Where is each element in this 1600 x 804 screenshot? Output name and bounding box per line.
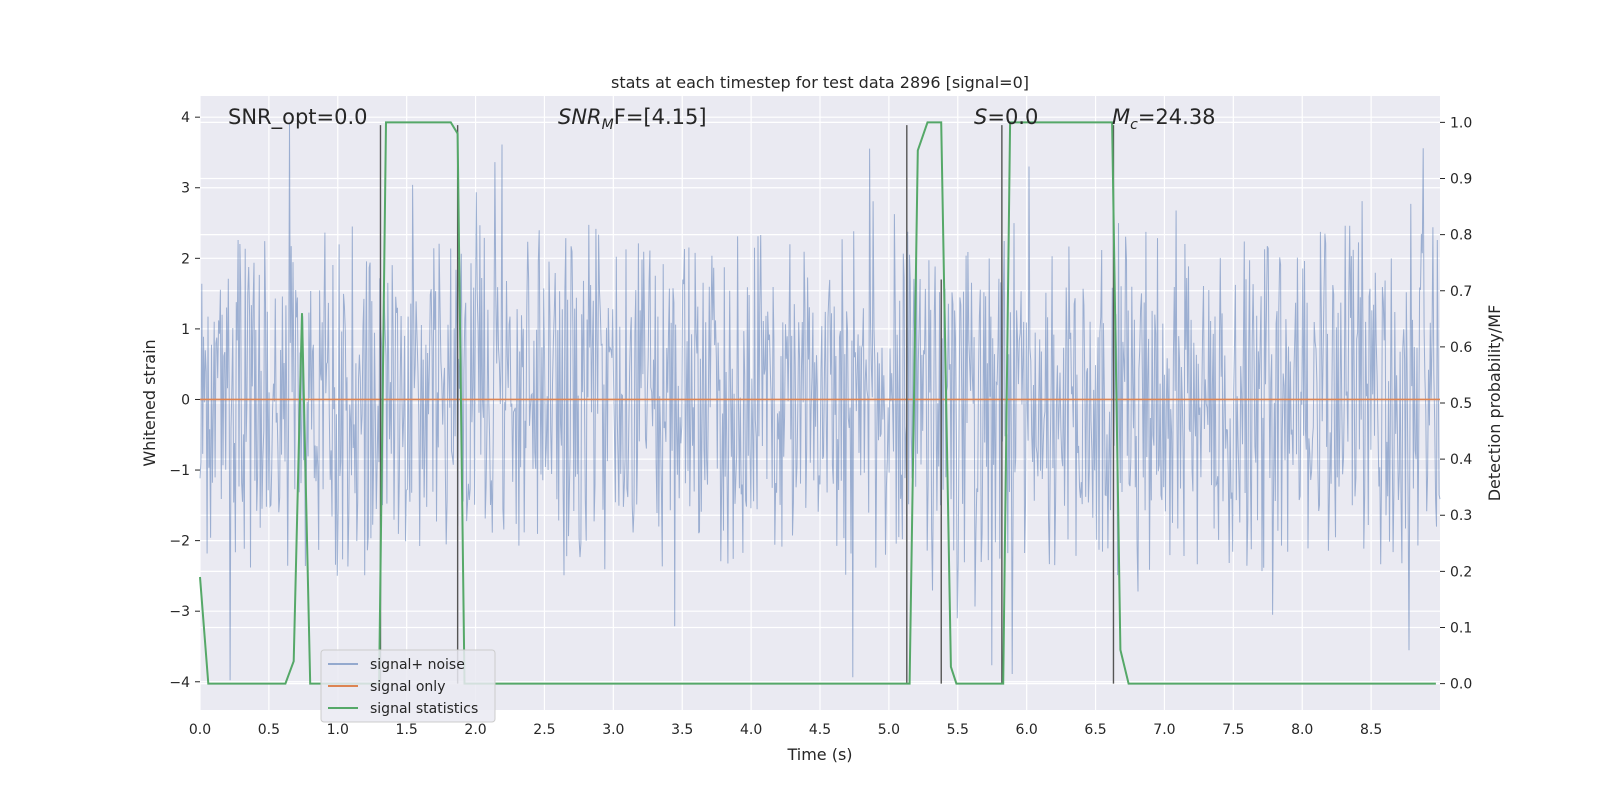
annotation-mc-sub: c — [1130, 117, 1138, 133]
tick-labels: 0.0 0.5 1.0 1.5 2.0 2.5 3.0 3.5 4.0 4.5 5.0 5.5 6.0 6… — [169, 110, 1472, 738]
x-tick-label: 0.5 — [258, 722, 280, 738]
y2-tick-label: 0.6 — [1450, 340, 1472, 356]
x-tick-label: 3.0 — [602, 722, 624, 738]
signal-plus-noise-series — [199, 122, 1441, 681]
x-tick-label: 1.0 — [327, 722, 349, 738]
legend-label-signal-only: signal only — [370, 679, 445, 695]
y2-tick-label: 0.4 — [1450, 452, 1472, 468]
y2-tick-label: 0.5 — [1450, 396, 1472, 412]
y2-tick-label: 0.7 — [1450, 284, 1472, 300]
legend-label-signal-plus-noise: signal+ noise — [370, 657, 465, 673]
y2-tick-label: 0.1 — [1450, 620, 1472, 636]
annotation-snr-mf: SNRMF=[4.15] — [558, 105, 707, 133]
signal-statistics-line — [199, 121, 1436, 685]
x-tick-label: 4.5 — [809, 722, 831, 738]
y-tick-label: −1 — [169, 463, 190, 479]
y-axis-label: Whitened strain — [140, 339, 159, 466]
x-tick-label: 5.0 — [878, 722, 900, 738]
annotation-snr-mf-base: SNR — [558, 105, 602, 129]
x-tick-label: 1.5 — [396, 722, 418, 738]
x-tick-label: 8.5 — [1360, 722, 1382, 738]
annotation-s-symbol: S — [974, 105, 987, 129]
x-tick-label: 7.0 — [1153, 722, 1175, 738]
annotation-mc-symbol: M — [1112, 105, 1130, 129]
annotation-s-value: =0.0 — [987, 105, 1038, 129]
y-tick-label: 2 — [181, 251, 190, 267]
y2-tick-label: 0.2 — [1450, 564, 1472, 580]
legend-label-signal-statistics: signal statistics — [370, 701, 478, 717]
x-tick-label: 6.5 — [1084, 722, 1106, 738]
annotation-snr-opt: SNR_opt=0.0 — [228, 105, 368, 130]
annotation-mc: Mc=24.38 — [1112, 105, 1216, 133]
x-axis-label: Time (s) — [786, 745, 852, 764]
y2-tick-label: 0.3 — [1450, 508, 1472, 524]
y2-tick-label: 0.8 — [1450, 228, 1472, 244]
y-tick-label: 0 — [181, 392, 190, 408]
chart-title: stats at each timestep for test data 289… — [611, 73, 1029, 92]
signal-statistics-series — [199, 121, 1436, 685]
x-tick-label: 0.0 — [189, 722, 211, 738]
y2-tick-label: 1.0 — [1450, 115, 1472, 131]
x-tick-label: 4.0 — [740, 722, 762, 738]
y2-tick-label: 0.9 — [1450, 172, 1472, 188]
annotation-s: S=0.0 — [974, 105, 1038, 129]
x-tick-label: 7.5 — [1222, 722, 1244, 738]
annotation-snr-mf-sub: M — [602, 117, 614, 133]
y-tick-label: −4 — [169, 675, 190, 691]
x-tick-label: 2.5 — [533, 722, 555, 738]
legend: signal+ noise signal only signal statist… — [320, 649, 496, 723]
signal-plus-noise-line — [199, 122, 1441, 681]
x-tick-label: 6.0 — [1016, 722, 1038, 738]
y2-axis-label: Detection probability/MF — [1485, 305, 1504, 502]
x-tick-label: 5.5 — [947, 722, 969, 738]
x-tick-label: 3.5 — [671, 722, 693, 738]
y-tick-label: 4 — [181, 110, 190, 126]
y-tick-label: −2 — [169, 534, 190, 550]
x-tick-label: 2.0 — [464, 722, 486, 738]
legend-box — [320, 649, 496, 723]
y-tick-label: 3 — [181, 181, 190, 197]
annotations: SNR_opt=0.0 SNRMF=[4.15] S=0.0 Mc=24.38 — [228, 105, 1216, 133]
x-tick-label: 8.0 — [1291, 722, 1313, 738]
annotation-mc-value: =24.38 — [1138, 105, 1216, 129]
annotation-snr-mf-rest: F=[4.15] — [614, 105, 707, 129]
y2-tick-label: 0.0 — [1450, 677, 1472, 693]
y-tick-label: −3 — [169, 604, 190, 620]
y-tick-label: 1 — [181, 322, 190, 338]
